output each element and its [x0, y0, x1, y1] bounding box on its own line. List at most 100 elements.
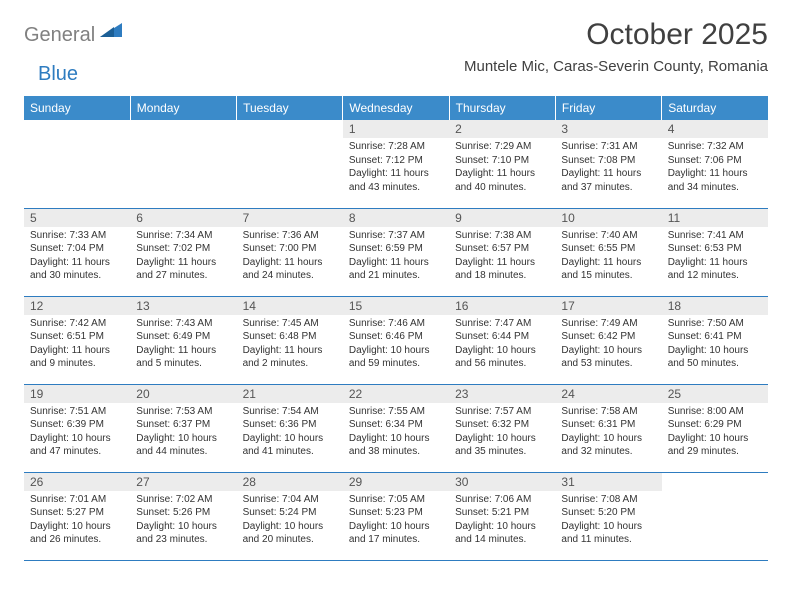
day-dl2: and 20 minutes. — [243, 533, 337, 547]
day-sr: Sunrise: 7:37 AM — [349, 229, 443, 243]
day-number: 13 — [130, 297, 236, 315]
day-ss: Sunset: 7:10 PM — [455, 154, 549, 168]
calendar-cell: 26Sunrise: 7:01 AMSunset: 5:27 PMDayligh… — [24, 472, 130, 560]
day-dl2: and 11 minutes. — [561, 533, 655, 547]
calendar-week: 19Sunrise: 7:51 AMSunset: 6:39 PMDayligh… — [24, 384, 768, 472]
day-dl1: Daylight: 11 hours — [349, 167, 443, 181]
day-data: Sunrise: 7:49 AMSunset: 6:42 PMDaylight:… — [555, 317, 661, 373]
day-data: Sunrise: 7:01 AMSunset: 5:27 PMDaylight:… — [24, 493, 130, 549]
day-dl1: Daylight: 11 hours — [136, 256, 230, 270]
day-dl1: Daylight: 10 hours — [455, 432, 549, 446]
day-data: Sunrise: 7:46 AMSunset: 6:46 PMDaylight:… — [343, 317, 449, 373]
day-data: Sunrise: 7:08 AMSunset: 5:20 PMDaylight:… — [555, 493, 661, 549]
day-ss: Sunset: 7:06 PM — [668, 154, 762, 168]
day-dl1: Daylight: 10 hours — [349, 432, 443, 446]
day-data: Sunrise: 7:33 AMSunset: 7:04 PMDaylight:… — [24, 229, 130, 285]
calendar-cell — [130, 120, 236, 208]
day-dl2: and 14 minutes. — [455, 533, 549, 547]
day-data: Sunrise: 7:05 AMSunset: 5:23 PMDaylight:… — [343, 493, 449, 549]
day-dl1: Daylight: 11 hours — [349, 256, 443, 270]
day-data: Sunrise: 7:32 AMSunset: 7:06 PMDaylight:… — [662, 140, 768, 196]
day-ss: Sunset: 6:49 PM — [136, 330, 230, 344]
day-sr: Sunrise: 7:32 AM — [668, 140, 762, 154]
day-dl1: Daylight: 10 hours — [668, 344, 762, 358]
day-ss: Sunset: 5:20 PM — [561, 506, 655, 520]
day-header-row: SundayMondayTuesdayWednesdayThursdayFrid… — [24, 96, 768, 120]
calendar-cell: 30Sunrise: 7:06 AMSunset: 5:21 PMDayligh… — [449, 472, 555, 560]
day-ss: Sunset: 5:27 PM — [30, 506, 124, 520]
day-ss: Sunset: 6:57 PM — [455, 242, 549, 256]
day-dl2: and 27 minutes. — [136, 269, 230, 283]
day-ss: Sunset: 7:04 PM — [30, 242, 124, 256]
calendar-cell: 1Sunrise: 7:28 AMSunset: 7:12 PMDaylight… — [343, 120, 449, 208]
calendar-cell: 12Sunrise: 7:42 AMSunset: 6:51 PMDayligh… — [24, 296, 130, 384]
calendar-week: 5 Sunrise: 7:33 AMSunset: 7:04 PMDaylight… — [24, 208, 768, 296]
day-data: Sunrise: 7:31 AMSunset: 7:08 PMDaylight:… — [555, 140, 661, 196]
day-sr: Sunrise: 7:53 AM — [136, 405, 230, 419]
month-title: October 2025 — [464, 18, 768, 52]
day-dl2: and 47 minutes. — [30, 445, 124, 459]
day-dl1: Daylight: 10 hours — [349, 520, 443, 534]
day-dl1: Daylight: 10 hours — [349, 344, 443, 358]
day-ss: Sunset: 6:42 PM — [561, 330, 655, 344]
day-ss: Sunset: 7:02 PM — [136, 242, 230, 256]
calendar-cell: 3Sunrise: 7:31 AMSunset: 7:08 PMDaylight… — [555, 120, 661, 208]
day-sr: Sunrise: 7:55 AM — [349, 405, 443, 419]
day-sr: Sunrise: 7:28 AM — [349, 140, 443, 154]
day-ss: Sunset: 6:46 PM — [349, 330, 443, 344]
day-ss: Sunset: 6:31 PM — [561, 418, 655, 432]
day-number: 25 — [662, 385, 768, 403]
day-dl2: and 37 minutes. — [561, 181, 655, 195]
calendar-cell: 10Sunrise: 7:40 AMSunset: 6:55 PMDayligh… — [555, 208, 661, 296]
calendar-cell: 18Sunrise: 7:50 AMSunset: 6:41 PMDayligh… — [662, 296, 768, 384]
day-ss: Sunset: 6:48 PM — [243, 330, 337, 344]
day-dl1: Daylight: 10 hours — [561, 344, 655, 358]
day-number: 6 — [130, 209, 236, 227]
day-ss: Sunset: 5:24 PM — [243, 506, 337, 520]
day-number: 5 — [24, 209, 130, 227]
day-sr: Sunrise: 7:49 AM — [561, 317, 655, 331]
day-dl2: and 30 minutes. — [30, 269, 124, 283]
calendar-week: 1Sunrise: 7:28 AMSunset: 7:12 PMDaylight… — [24, 120, 768, 208]
day-data: Sunrise: 7:50 AMSunset: 6:41 PMDaylight:… — [662, 317, 768, 373]
day-dl1: Daylight: 10 hours — [668, 432, 762, 446]
logo-triangle-icon — [100, 23, 122, 42]
day-dl2: and 18 minutes. — [455, 269, 549, 283]
day-data: Sunrise: 7:34 AMSunset: 7:02 PMDaylight:… — [130, 229, 236, 285]
calendar-week: 12Sunrise: 7:42 AMSunset: 6:51 PMDayligh… — [24, 296, 768, 384]
logo-text-general: General — [24, 24, 95, 47]
calendar-cell: 22Sunrise: 7:55 AMSunset: 6:34 PMDayligh… — [343, 384, 449, 472]
day-sr: Sunrise: 7:51 AM — [30, 405, 124, 419]
calendar-table: SundayMondayTuesdayWednesdayThursdayFrid… — [24, 96, 768, 561]
day-dl2: and 38 minutes. — [349, 445, 443, 459]
day-sr: Sunrise: 7:45 AM — [243, 317, 337, 331]
day-dl2: and 24 minutes. — [243, 269, 337, 283]
day-dl1: Daylight: 10 hours — [455, 344, 549, 358]
calendar-cell: 19Sunrise: 7:51 AMSunset: 6:39 PMDayligh… — [24, 384, 130, 472]
day-sr: Sunrise: 7:41 AM — [668, 229, 762, 243]
day-dl1: Daylight: 10 hours — [136, 432, 230, 446]
day-ss: Sunset: 5:26 PM — [136, 506, 230, 520]
day-data: Sunrise: 7:40 AMSunset: 6:55 PMDaylight:… — [555, 229, 661, 285]
calendar-cell — [237, 120, 343, 208]
day-ss: Sunset: 6:37 PM — [136, 418, 230, 432]
day-data: Sunrise: 7:57 AMSunset: 6:32 PMDaylight:… — [449, 405, 555, 461]
day-dl1: Daylight: 10 hours — [455, 520, 549, 534]
day-ss: Sunset: 6:34 PM — [349, 418, 443, 432]
day-header: Tuesday — [237, 96, 343, 120]
day-number: 24 — [555, 385, 661, 403]
day-dl1: Daylight: 11 hours — [455, 256, 549, 270]
day-ss: Sunset: 6:41 PM — [668, 330, 762, 344]
day-dl1: Daylight: 11 hours — [668, 256, 762, 270]
day-data: Sunrise: 7:41 AMSunset: 6:53 PMDaylight:… — [662, 229, 768, 285]
day-number: 21 — [237, 385, 343, 403]
day-ss: Sunset: 7:08 PM — [561, 154, 655, 168]
day-number: 12 — [24, 297, 130, 315]
day-number: 16 — [449, 297, 555, 315]
day-dl2: and 41 minutes. — [243, 445, 337, 459]
day-ss: Sunset: 5:21 PM — [455, 506, 549, 520]
day-dl2: and 29 minutes. — [668, 445, 762, 459]
day-dl1: Daylight: 11 hours — [455, 167, 549, 181]
day-dl2: and 34 minutes. — [668, 181, 762, 195]
day-ss: Sunset: 7:00 PM — [243, 242, 337, 256]
